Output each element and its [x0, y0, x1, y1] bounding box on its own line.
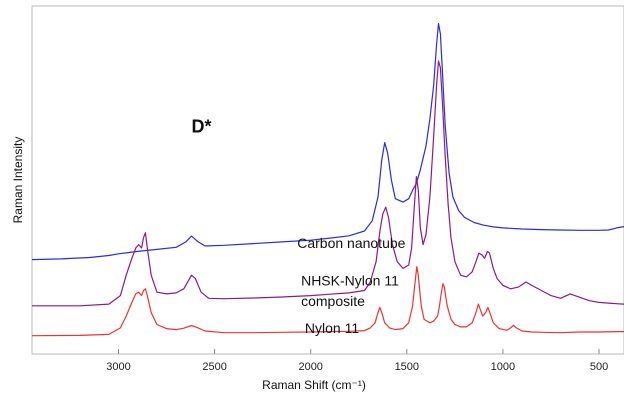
x-tick-layer: 3000 2500 2000 1500 1000 500 [106, 349, 608, 373]
series-label: Nylon 11 [305, 320, 359, 336]
series-layer [31, 23, 624, 337]
plot-area [31, 5, 624, 355]
x-axis-label: Raman Shift (cm⁻¹) [262, 378, 366, 392]
x-tick-label: 2500 [202, 361, 226, 373]
annotation-layer: D* Carbon nanotube NHSK-Nylon 11 composite N… [192, 116, 406, 336]
x-tick-label: 1500 [395, 361, 419, 373]
x-tick-label: 1000 [491, 361, 515, 373]
x-tick-label: 3000 [106, 361, 130, 373]
series-line-0 [31, 23, 624, 261]
annotation-d-star: D* [192, 116, 212, 136]
x-tick-label: 500 [590, 361, 608, 373]
y-axis-label: Raman Intensity [11, 137, 25, 224]
series-line-1 [32, 60, 624, 307]
series-line-2 [31, 266, 624, 337]
series-label: NHSK-Nylon 11 [301, 272, 399, 288]
series-label: composite [301, 293, 365, 309]
series-label: Carbon nanotube [297, 235, 405, 251]
x-tick-label: 2000 [298, 361, 322, 373]
